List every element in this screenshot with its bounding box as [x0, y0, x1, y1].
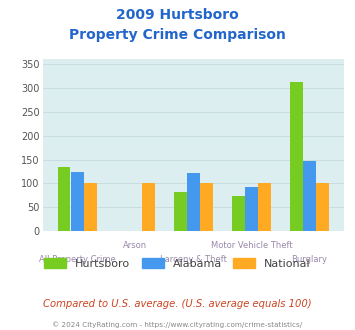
Text: © 2024 CityRating.com - https://www.cityrating.com/crime-statistics/: © 2024 CityRating.com - https://www.city… — [53, 322, 302, 328]
Text: Larceny & Theft: Larceny & Theft — [160, 255, 227, 264]
Text: Compared to U.S. average. (U.S. average equals 100): Compared to U.S. average. (U.S. average … — [43, 299, 312, 309]
Bar — [290, 82, 302, 231]
Text: 2009 Hurtsboro: 2009 Hurtsboro — [116, 8, 239, 22]
Bar — [84, 183, 97, 231]
Text: Burglary: Burglary — [291, 255, 328, 264]
Bar — [258, 183, 271, 231]
Text: Property Crime Comparison: Property Crime Comparison — [69, 28, 286, 42]
Bar — [71, 172, 84, 231]
Text: Arson: Arson — [124, 241, 148, 250]
Text: Motor Vehicle Theft: Motor Vehicle Theft — [211, 241, 292, 250]
Bar — [317, 183, 329, 231]
Bar — [58, 167, 70, 231]
Bar — [232, 196, 245, 231]
Text: All Property Crime: All Property Crime — [39, 255, 116, 264]
Bar — [245, 187, 258, 231]
Bar — [187, 173, 200, 231]
Bar — [201, 183, 213, 231]
Bar — [142, 183, 155, 231]
Bar — [174, 192, 186, 231]
Bar — [303, 161, 316, 231]
Legend: Hurtsboro, Alabama, National: Hurtsboro, Alabama, National — [40, 253, 315, 273]
